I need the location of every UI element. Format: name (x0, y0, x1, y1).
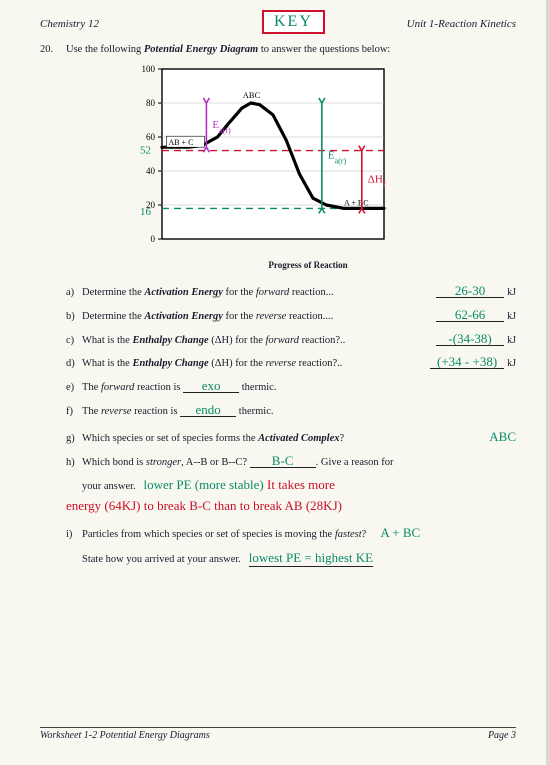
sub-f: f) The reverse reaction is endo thermic. (66, 403, 516, 421)
answer-c: -(34-38) (436, 332, 504, 346)
svg-text:0: 0 (151, 234, 156, 244)
answer-i-species: A + BC (380, 523, 420, 544)
answer-h-reason-2: It takes more (267, 477, 335, 492)
answer-b: 62-66 (436, 308, 504, 322)
worksheet-page: Chemistry 12 Unit 1-Reaction Kinetics KE… (0, 0, 550, 765)
worksheet-title: Worksheet 1-2 Potential Energy Diagrams (40, 730, 210, 741)
unit-name: Unit 1-Reaction Kinetics (407, 18, 516, 30)
sub-i: i) Particles from which species or set o… (66, 523, 516, 569)
sub-e: e) The forward reaction is exo thermic. (66, 379, 516, 397)
answer-h-reason-3: energy (64KJ) to break B-C than to break… (66, 498, 342, 513)
page-footer: Worksheet 1-2 Potential Energy Diagrams … (40, 727, 516, 741)
answer-i-reason: lowest PE = highest KE (249, 550, 373, 567)
answer-h-bond: B-C (250, 454, 316, 468)
svg-text:AB + C: AB + C (168, 138, 193, 147)
svg-text:100: 100 (142, 64, 156, 74)
svg-text:80: 80 (146, 98, 156, 108)
question-text: Use the following Potential Energy Diagr… (66, 44, 390, 55)
svg-text:52: 52 (140, 145, 151, 157)
pe-chart-svg: 0204060801005216AB + CABCA + BCEa(f)Ea(r… (120, 63, 420, 253)
answer-e: exo (183, 379, 239, 393)
course-name: Chemistry 12 (40, 18, 99, 30)
answer-a: 26-30 (436, 284, 504, 298)
sub-d: d) What is the Enthalpy Change (ΔH) for … (66, 355, 516, 373)
chart-x-label: Progress of Reaction (100, 260, 516, 270)
answer-g: ABC (489, 427, 516, 448)
sub-b: b) Determine the Activation Energy for t… (66, 308, 516, 326)
answer-key-stamp: KEY (262, 10, 325, 34)
svg-text:A + BC: A + BC (344, 198, 369, 207)
pe-diagram: 0204060801005216AB + CABCA + BCEa(f)Ea(r… (120, 63, 516, 256)
answer-d: (+34 - +38) (430, 355, 504, 369)
question-20: 20. Use the following Potential Energy D… (40, 44, 516, 55)
svg-text:40: 40 (146, 166, 156, 176)
sub-c: c) What is the Enthalpy Change (ΔH) for … (66, 332, 516, 350)
question-number: 20. (40, 44, 58, 55)
page-number: Page 3 (488, 730, 516, 741)
answer-f: endo (180, 403, 236, 417)
sub-a: a) Determine the Activation Energy for t… (66, 284, 516, 302)
sub-h: h) Which bond is stronger, A--B or B--C?… (66, 454, 516, 517)
svg-text:ABC: ABC (243, 90, 261, 100)
svg-text:60: 60 (146, 132, 156, 142)
answer-h-reason-1: lower PE (more stable) (144, 477, 267, 492)
svg-text:16: 16 (140, 206, 152, 218)
sub-g: g) Which species or set of species forms… (66, 427, 516, 448)
